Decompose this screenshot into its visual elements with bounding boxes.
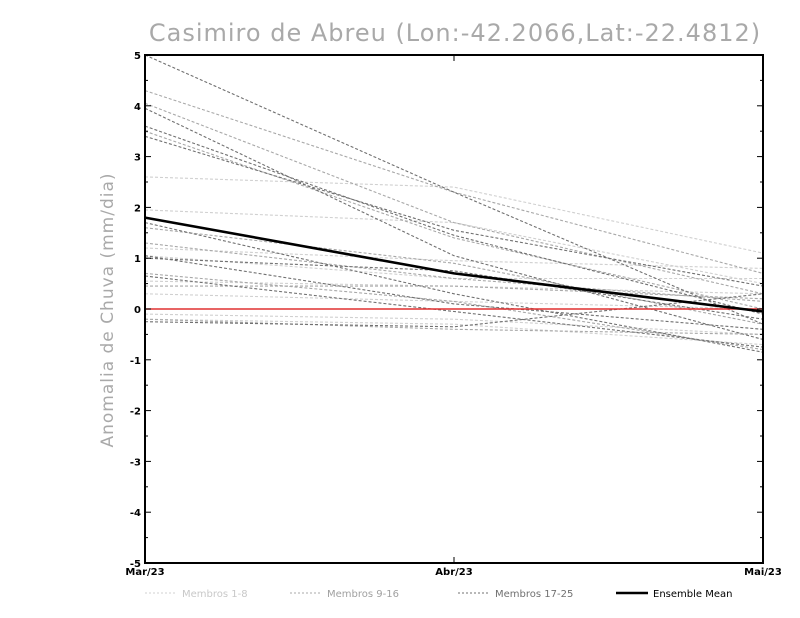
member-line-10 bbox=[144, 102, 764, 295]
legend: Membros 1-8 Membros 9-16 Membros 17-25 Ense… bbox=[145, 589, 732, 600]
member-line-19 bbox=[144, 125, 764, 315]
y-tick-label: 5 bbox=[134, 51, 141, 62]
x-tick-label: Mar/23 bbox=[125, 567, 164, 578]
member-line-7 bbox=[144, 255, 763, 280]
member-line-11 bbox=[144, 130, 764, 310]
series-layer bbox=[144, 54, 764, 353]
y-tick-label: -1 bbox=[130, 356, 141, 367]
member-line-12 bbox=[144, 227, 764, 325]
member-line-22 bbox=[144, 275, 764, 348]
member-line-21 bbox=[144, 222, 764, 353]
legend-label-2: Membros 9-16 bbox=[327, 589, 399, 600]
member-line-6 bbox=[144, 313, 764, 335]
y-tick-label: 2 bbox=[134, 203, 141, 214]
y-tick-label: 3 bbox=[134, 153, 141, 164]
y-tick-label: 1 bbox=[134, 254, 141, 265]
member-line-24 bbox=[144, 257, 764, 320]
member-line-3 bbox=[144, 247, 764, 269]
member-line-15 bbox=[144, 318, 764, 335]
chart-title: Casimiro de Abreu (Lon:-42.2066,Lat:-22.… bbox=[149, 19, 761, 47]
legend-label-3: Membros 17-25 bbox=[495, 589, 573, 600]
member-line-4 bbox=[144, 280, 764, 295]
member-line-16 bbox=[144, 272, 764, 351]
y-tick-label: -4 bbox=[130, 508, 141, 519]
y-tick-label: -5 bbox=[130, 559, 141, 570]
member-line-1 bbox=[144, 176, 764, 254]
member-line-23 bbox=[144, 293, 764, 328]
y-tick-label: -3 bbox=[130, 457, 141, 468]
member-line-14 bbox=[145, 285, 764, 300]
member-line-8 bbox=[144, 318, 764, 346]
member-line-5 bbox=[144, 293, 764, 310]
ensemble-mean-line bbox=[144, 216, 764, 313]
member-line-18 bbox=[144, 107, 764, 341]
member-line-13 bbox=[144, 242, 764, 302]
member-line-9 bbox=[144, 90, 764, 274]
y-tick-label: 4 bbox=[134, 102, 141, 113]
x-tick-label: Mai/23 bbox=[744, 567, 782, 578]
x-tick-label: Abr/23 bbox=[435, 567, 472, 578]
y-tick-label: -2 bbox=[130, 407, 141, 418]
member-line-25 bbox=[144, 135, 764, 287]
y-axis-label: Anomalia de Chuva (mm/dia) bbox=[98, 172, 118, 447]
legend-label-1: Membros 1-8 bbox=[182, 589, 248, 600]
y-tick-label: 0 bbox=[134, 305, 141, 316]
member-line-20 bbox=[144, 255, 764, 330]
legend-label-4: Ensemble Mean bbox=[653, 589, 732, 600]
member-line-17 bbox=[144, 54, 764, 325]
